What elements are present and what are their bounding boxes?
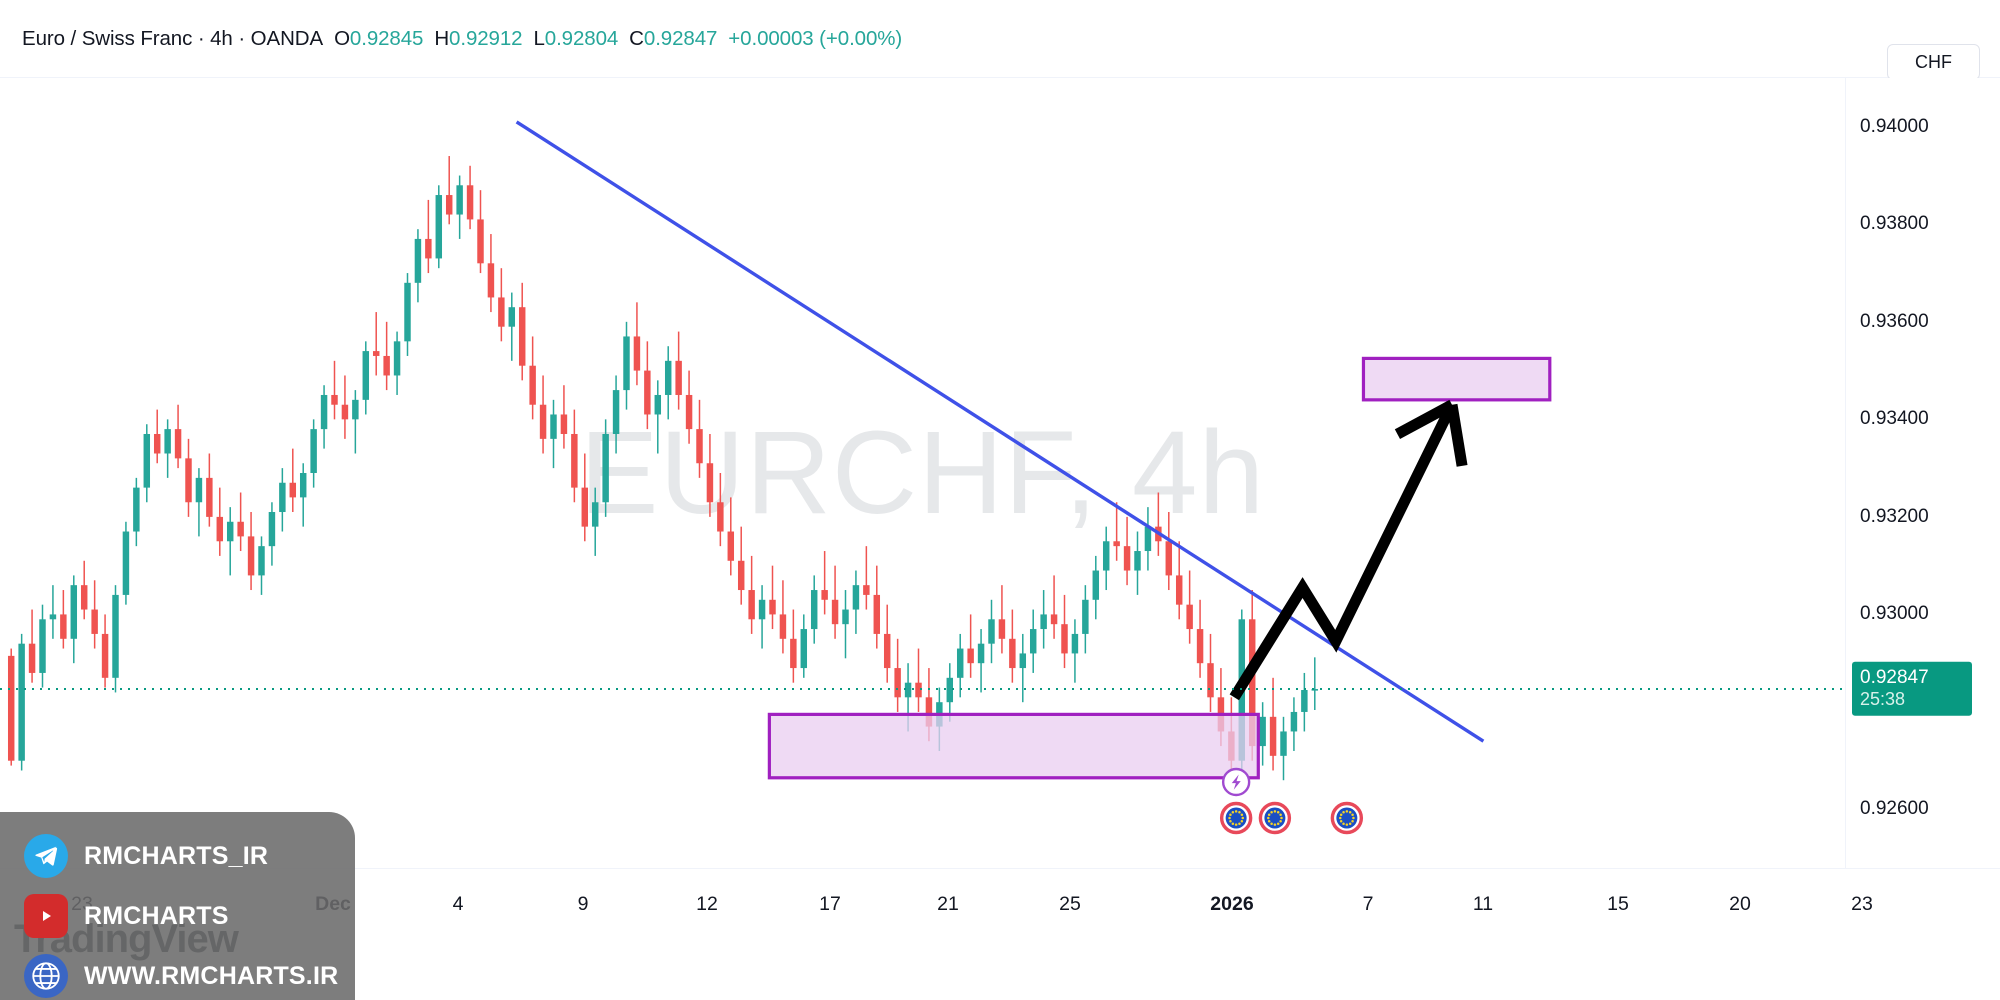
time-tick: 12: [696, 893, 718, 915]
time-tick: 11: [1472, 893, 1494, 915]
high-key: H: [434, 26, 450, 50]
time-tick: 9: [577, 893, 589, 915]
support-demand-zone: [767, 712, 1260, 780]
globe-icon: [24, 954, 68, 998]
economic-event-eu: [1219, 801, 1253, 835]
time-tick: 2026: [1210, 893, 1254, 915]
brand-overlay: RMCHARTS_IR RMCHARTS WWW.RMCHARTS.IR: [0, 812, 355, 1000]
chart-plot-area[interactable]: EURCHF, 4h: [0, 78, 1845, 868]
brand-telegram-row[interactable]: RMCHARTS_IR: [24, 834, 355, 878]
telegram-icon: [24, 834, 68, 878]
time-tick: 7: [1362, 893, 1374, 915]
candlestick-series: [7, 156, 1319, 781]
time-tick: 20: [1729, 893, 1751, 915]
price-tick: 0.93200: [1860, 505, 1929, 527]
currency-badge[interactable]: CHF: [1887, 44, 1980, 80]
economic-event-eu: [1258, 801, 1292, 835]
arrow-head: [1394, 399, 1455, 439]
earnings-flash: [1221, 767, 1251, 797]
symbol-title: Euro / Swiss Franc · 4h · OANDA: [22, 26, 324, 50]
high-value: 0.92912: [449, 26, 523, 50]
close-value: 0.92847: [643, 26, 718, 50]
open-key: O: [334, 26, 350, 50]
time-tick: 17: [819, 893, 841, 915]
current-price-tag[interactable]: 0.92847 25:38: [1852, 661, 1972, 717]
economic-event-eu: [1330, 801, 1364, 835]
price-tick: 0.93000: [1860, 603, 1929, 625]
low-key: L: [533, 26, 545, 50]
target-resistance-zone: [1361, 356, 1552, 402]
youtube-label: RMCHARTS: [84, 901, 229, 930]
price-axis[interactable]: 0.94000 0.93800 0.93600 0.93400 0.93200 0.930…: [1845, 78, 2000, 868]
telegram-label: RMCHARTS_IR: [84, 841, 269, 870]
youtube-icon: [24, 894, 68, 938]
change-value: +0.00003 (+0.00%): [728, 26, 903, 50]
chart-header: Euro / Swiss Franc · 4h · OANDA O0.92845 H…: [0, 0, 2000, 80]
low-value: 0.92804: [544, 26, 619, 50]
bullish-projection: [1229, 402, 1457, 701]
time-tick: 21: [937, 893, 959, 915]
time-tick: 15: [1607, 893, 1629, 915]
time-tick: 4: [452, 893, 464, 915]
symbol-legend[interactable]: Euro / Swiss Franc · 4h · OANDA O0.92845 H…: [22, 27, 902, 51]
chart-canvas: [0, 120, 1845, 835]
brand-website-row[interactable]: WWW.RMCHARTS.IR: [24, 954, 355, 998]
open-value: 0.92845: [349, 26, 424, 50]
website-label: WWW.RMCHARTS.IR: [84, 961, 339, 990]
brand-youtube-row[interactable]: RMCHARTS: [24, 894, 355, 938]
descending-trendline: [515, 120, 1485, 743]
price-tick: 0.93800: [1860, 213, 1929, 235]
price-tick: 0.93400: [1860, 408, 1929, 430]
price-tick: 0.94000: [1860, 115, 1929, 137]
bar-countdown: 25:38: [1860, 688, 1906, 709]
price-tick: 0.93600: [1860, 310, 1929, 332]
close-key: C: [629, 26, 644, 50]
current-price-value: 0.92847: [1860, 666, 1929, 688]
time-tick: 23: [1851, 893, 1873, 915]
arrow-head: [1446, 403, 1468, 467]
price-tick: 0.92600: [1860, 798, 1929, 820]
time-tick: 25: [1059, 893, 1081, 915]
